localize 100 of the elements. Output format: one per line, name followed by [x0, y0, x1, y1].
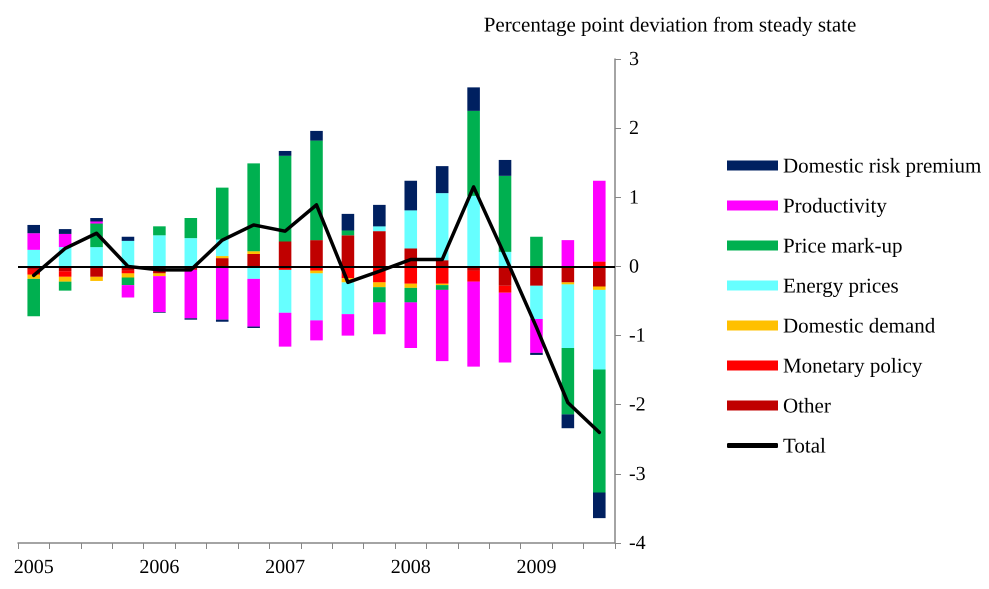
- legend-label: Monetary policy: [783, 354, 923, 378]
- bar: [278, 312, 292, 347]
- bar: [404, 210, 418, 248]
- bar: [247, 251, 260, 254]
- bar: [342, 314, 354, 336]
- legend-label: Domestic demand: [783, 314, 936, 338]
- legend-label: Domestic risk premium: [783, 154, 982, 178]
- bar: [216, 188, 229, 240]
- bar: [310, 320, 323, 340]
- y-tick-label: -1: [629, 324, 646, 347]
- bar: [404, 288, 418, 302]
- bar: [58, 234, 72, 248]
- bar: [278, 150, 292, 156]
- bar: [404, 180, 418, 210]
- bar: [467, 282, 480, 367]
- bar: [58, 271, 72, 277]
- y-tick-label: 3: [629, 48, 639, 70]
- bar: [373, 204, 386, 226]
- y-axis-title: Percentage point deviation from steady state: [484, 12, 856, 36]
- bar: [247, 163, 260, 252]
- bar: [122, 285, 134, 298]
- bar: [562, 414, 574, 428]
- bar: [404, 302, 418, 348]
- y-tick-label: 2: [629, 117, 639, 140]
- x-tick-label: 2005: [14, 556, 54, 578]
- bar: [184, 238, 198, 266]
- bar: [58, 276, 72, 282]
- bar: [498, 286, 512, 293]
- bar: [373, 287, 386, 302]
- bar: [530, 236, 543, 266]
- bar: [593, 369, 606, 493]
- bar: [498, 160, 512, 176]
- bar: [467, 110, 480, 196]
- bar: [90, 218, 103, 222]
- bar: [90, 276, 103, 281]
- bar: [593, 262, 606, 266]
- bar: [247, 278, 260, 327]
- bar: [310, 140, 323, 240]
- bar: [373, 226, 386, 232]
- bar: [27, 224, 40, 234]
- bar: [153, 273, 166, 276]
- x-tick-label: 2006: [139, 556, 180, 578]
- bar: [122, 273, 134, 278]
- bar: [342, 214, 354, 230]
- bar: [530, 286, 543, 319]
- bar: [153, 235, 166, 266]
- bar: [184, 270, 198, 318]
- bar: [278, 270, 292, 313]
- y-tick-label: 1: [629, 186, 639, 208]
- bar: [436, 193, 448, 260]
- legend-label: Energy prices: [783, 274, 899, 298]
- bar: [310, 273, 323, 320]
- bar: [122, 270, 134, 274]
- bar: [467, 270, 480, 282]
- bar: [467, 87, 480, 111]
- bar: [310, 270, 323, 274]
- bar: [593, 286, 606, 290]
- bar: [216, 266, 229, 320]
- bar: [436, 290, 448, 362]
- bar: [153, 226, 166, 236]
- bar: [530, 266, 543, 286]
- bar: [562, 240, 574, 266]
- bar: [342, 235, 354, 266]
- bar: [247, 254, 260, 266]
- bar: [27, 233, 40, 250]
- bar: [467, 196, 480, 266]
- bar: [58, 229, 72, 234]
- bar: [278, 156, 292, 242]
- legend-label: Other: [783, 394, 831, 418]
- bar: [90, 247, 103, 266]
- bar: [404, 284, 418, 288]
- bar: [310, 240, 323, 266]
- bar: [593, 492, 606, 518]
- bar: [278, 242, 292, 266]
- bar: [593, 266, 606, 286]
- bar: [122, 277, 134, 286]
- bar: [27, 278, 40, 316]
- x-tick-label: 2007: [265, 556, 306, 578]
- bar: [373, 282, 386, 288]
- bar: [498, 292, 512, 363]
- bar: [593, 290, 606, 370]
- legend-label: Productivity: [783, 194, 888, 218]
- bar: [498, 176, 512, 252]
- x-tick-label: 2008: [390, 556, 431, 578]
- x-tick-label: 2009: [516, 556, 556, 578]
- bar: [562, 284, 574, 348]
- y-tick-label: -3: [629, 462, 646, 485]
- bar: [373, 302, 386, 334]
- bar: [90, 221, 103, 224]
- bar: [310, 130, 323, 141]
- y-tick-label: 0: [629, 255, 639, 278]
- legend-label: Price mark-up: [783, 234, 903, 258]
- bar: [27, 250, 40, 266]
- bar: [593, 180, 606, 262]
- bar: [153, 276, 166, 312]
- bar: [342, 282, 354, 314]
- bar: [184, 218, 198, 238]
- bar: [58, 282, 72, 291]
- legend-label: Total: [783, 434, 826, 458]
- bar: [436, 285, 448, 290]
